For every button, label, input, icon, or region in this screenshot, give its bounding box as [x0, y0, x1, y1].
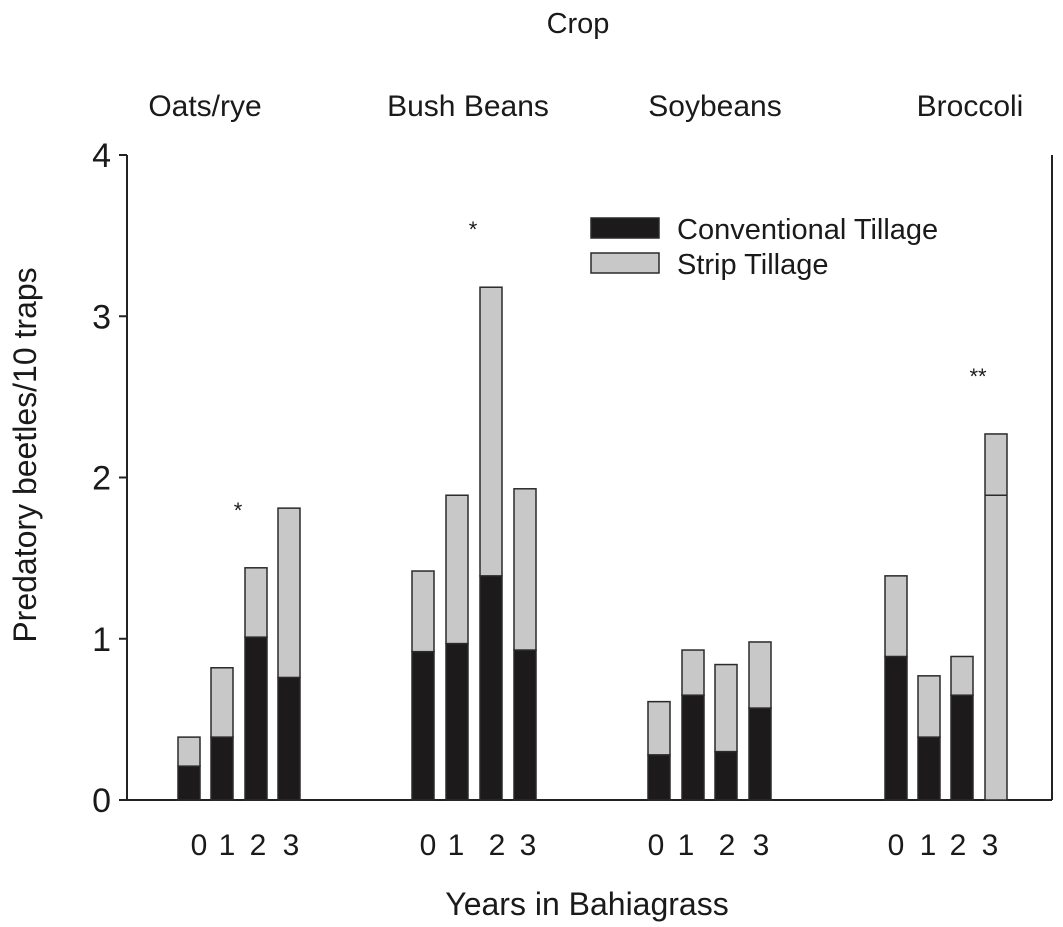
group-label: Bush Beans	[387, 90, 549, 123]
x-tick-label: 1	[920, 829, 937, 862]
bar-strip-tillage	[177, 736, 201, 767]
x-tick-label: 0	[420, 829, 437, 862]
group-label: Broccoli	[917, 90, 1024, 123]
bar-conventional-tillage	[277, 676, 301, 801]
bar-strip-tillage	[681, 649, 705, 696]
x-tick-label: 0	[648, 829, 665, 862]
significance-marker: **	[969, 364, 987, 389]
bar-strip-tillage	[950, 655, 974, 696]
bar-conventional-tillage	[411, 650, 435, 801]
bar-strip-tillage	[984, 433, 1008, 801]
bar-strip-tillage	[445, 494, 469, 645]
x-tick-label: 2	[250, 829, 267, 862]
bar-conventional-tillage	[681, 694, 705, 801]
bar-conventional-tillage	[714, 750, 738, 801]
bar-conventional-tillage	[748, 707, 772, 801]
legend-swatch-conventional	[590, 217, 660, 239]
significance-marker: *	[469, 217, 478, 242]
x-tick-label: 3	[520, 829, 537, 862]
group-label: Oats/rye	[148, 90, 261, 123]
bar-conventional-tillage	[513, 649, 537, 801]
y-tick-label: 2	[92, 460, 111, 498]
significance-marker: *	[234, 498, 243, 523]
bar-conventional-tillage	[647, 754, 671, 801]
legend-label-strip: Strip Tillage	[677, 249, 829, 281]
bar-conventional-tillage	[917, 736, 941, 801]
bar-conventional-tillage	[210, 736, 234, 801]
bar-strip-tillage	[277, 507, 301, 679]
x-tick-label: 2	[719, 829, 736, 862]
x-tick-label: 3	[753, 829, 770, 862]
x-tick-label: 1	[219, 829, 236, 862]
bar-conventional-tillage	[244, 636, 268, 801]
bar-strip-tillage	[210, 667, 234, 738]
y-tick-label: 0	[92, 782, 111, 820]
bar-strip-tillage	[411, 570, 435, 653]
y-tick-label: 1	[92, 621, 111, 659]
x-tick-label: 2	[489, 829, 506, 862]
bar-strip-tillage	[748, 641, 772, 709]
bar-conventional-tillage	[884, 655, 908, 801]
legend-swatch-strip	[590, 252, 660, 274]
x-tick-label: 1	[678, 829, 695, 862]
bar-conventional-tillage	[177, 765, 201, 801]
legend-label-conventional: Conventional Tillage	[677, 214, 938, 246]
x-tick-label: 0	[888, 829, 905, 862]
x-tick-label: 2	[950, 829, 967, 862]
group-label: Soybeans	[648, 90, 781, 123]
bar-conventional-tillage	[479, 575, 503, 801]
bar-strip-tillage	[647, 700, 671, 756]
bar-conventional-tillage	[950, 694, 974, 801]
bar-strip-tillage	[244, 567, 268, 638]
x-tick-label: 3	[982, 829, 999, 862]
bar-strip-tillage	[479, 286, 503, 577]
x-axis-label: Years in Bahiagrass	[445, 886, 728, 922]
bar-strip-tillage	[884, 575, 908, 658]
y-tick-label: 4	[92, 137, 111, 175]
chart-title: Crop	[547, 8, 610, 40]
bar-conventional-tillage	[445, 642, 469, 801]
y-axis-label: Predatory beetles/10 traps	[7, 267, 43, 642]
bar-strip-tillage	[714, 663, 738, 753]
bar-strip-tillage	[917, 675, 941, 738]
bar-strip-tillage	[513, 488, 537, 651]
y-tick-label: 3	[92, 298, 111, 336]
x-tick-label: 0	[191, 829, 208, 862]
x-tick-label: 3	[283, 829, 300, 862]
x-tick-label: 1	[448, 829, 465, 862]
